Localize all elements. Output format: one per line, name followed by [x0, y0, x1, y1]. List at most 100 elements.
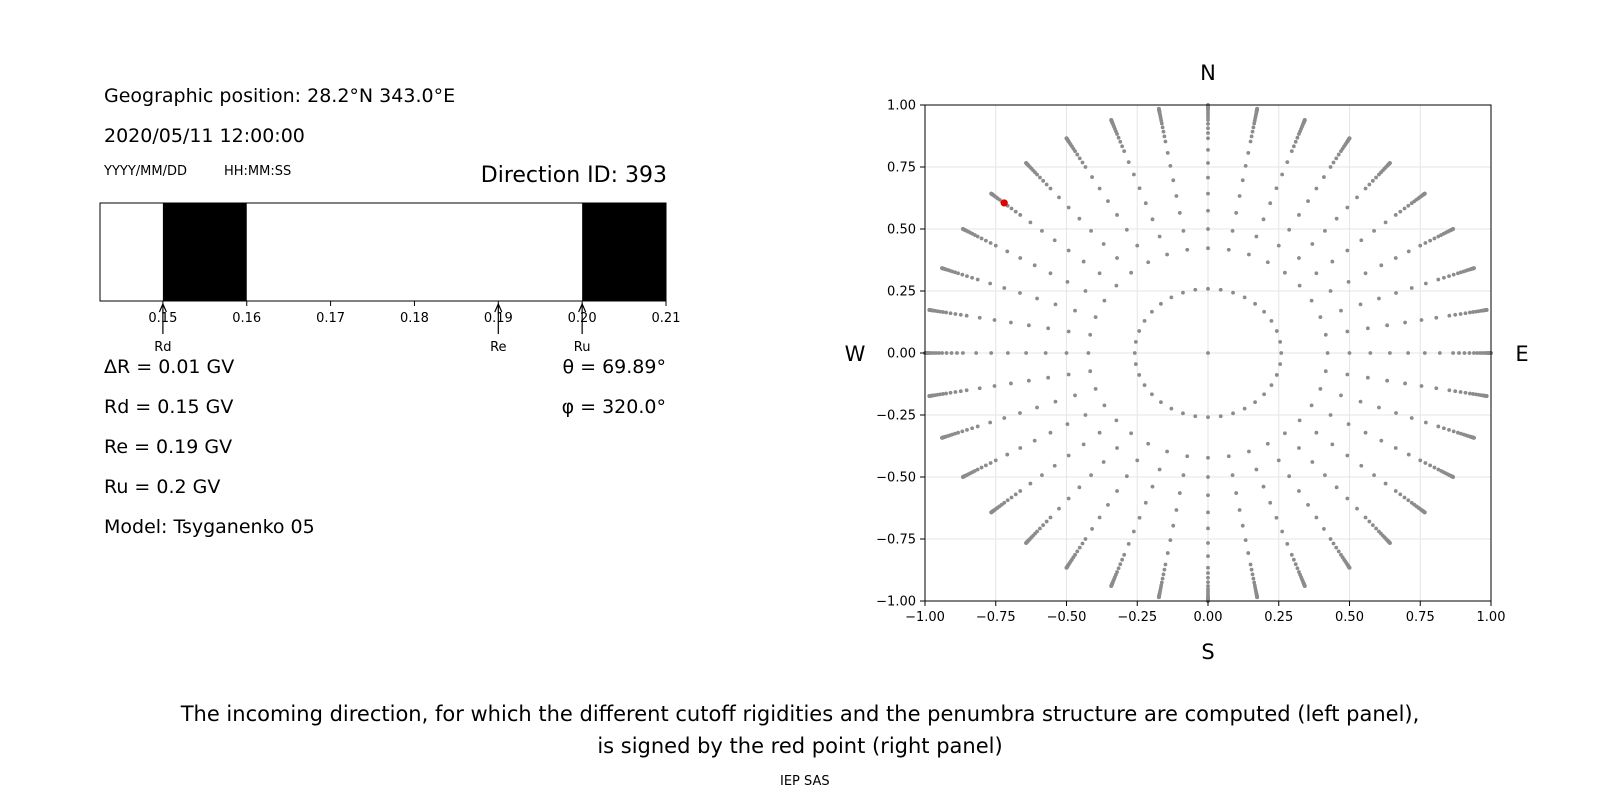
delta-r-value: ΔR = 0.01 GV — [104, 356, 235, 378]
direction-point — [1398, 209, 1403, 214]
direction-point — [948, 390, 953, 395]
direction-point — [1181, 228, 1186, 233]
direction-point — [927, 394, 932, 398]
direction-point — [1106, 199, 1110, 204]
direction-point — [1206, 136, 1210, 141]
direction-point — [1165, 551, 1170, 555]
direction-point — [1169, 406, 1174, 411]
direction-point — [927, 308, 932, 312]
marker-arrowhead — [158, 302, 167, 313]
direction-point — [1322, 175, 1326, 179]
rd-value: Rd = 0.15 GV — [104, 396, 234, 418]
direction-point — [1159, 301, 1163, 306]
direction-point — [1285, 160, 1290, 165]
direction-point — [1441, 426, 1446, 431]
direction-point — [1083, 289, 1088, 293]
direction-point — [1131, 529, 1136, 534]
direction-point — [1102, 403, 1107, 408]
direction-point — [1402, 495, 1407, 500]
direction-point — [960, 272, 965, 277]
direction-point — [1314, 186, 1319, 191]
direction-point — [1129, 270, 1134, 275]
direction-point — [1226, 247, 1231, 252]
direction-point — [1363, 271, 1368, 276]
direction-point — [1230, 228, 1235, 233]
direction-point — [1422, 351, 1427, 355]
direction-point — [1423, 461, 1428, 465]
direction-point — [1289, 552, 1294, 557]
direction-point — [1168, 164, 1173, 168]
direction-point — [1124, 227, 1129, 232]
direction-point — [1066, 453, 1071, 458]
direction-point — [1269, 319, 1274, 323]
direction-point — [1287, 227, 1292, 232]
direction-point — [1206, 227, 1210, 231]
direction-point — [1467, 391, 1472, 396]
model-label: Model: Tsyganenko 05 — [104, 516, 315, 538]
y-tick-label: −0.75 — [876, 533, 916, 548]
direction-point — [1129, 431, 1134, 436]
direction-point — [1293, 139, 1298, 144]
direction-point — [1419, 318, 1424, 322]
direction-point — [1146, 441, 1151, 446]
direction-point — [1206, 526, 1210, 531]
y-tick-label: −1.00 — [876, 595, 916, 610]
direction-point — [1077, 545, 1082, 550]
direction-point — [1297, 446, 1301, 450]
direction-point — [1402, 206, 1407, 211]
compass-east: E — [1515, 342, 1528, 366]
direction-point — [1156, 106, 1161, 111]
direction-point — [1265, 441, 1270, 446]
direction-point — [1372, 228, 1376, 233]
direction-point — [944, 310, 949, 315]
direction-point — [1302, 118, 1307, 122]
direction-point — [1026, 378, 1031, 383]
direction-point — [1206, 126, 1210, 131]
direction-point — [1088, 332, 1093, 337]
direction-point — [1073, 308, 1077, 313]
direction-point — [1088, 369, 1093, 374]
direction-point — [1268, 201, 1273, 206]
selected-direction-point — [1000, 199, 1008, 207]
direction-point — [1150, 484, 1155, 489]
direction-point — [1143, 500, 1148, 505]
direction-point — [1206, 118, 1210, 122]
direction-point — [1206, 208, 1210, 213]
direction-point — [1120, 144, 1125, 149]
direction-point — [1005, 498, 1010, 503]
x-tick-label: −1.00 — [905, 610, 945, 625]
direction-point — [1171, 523, 1176, 528]
direction-point — [944, 391, 949, 396]
direction-point — [1261, 484, 1266, 489]
direction-point — [1310, 460, 1315, 464]
direction-point — [1423, 281, 1428, 286]
direction-point — [1359, 463, 1364, 468]
direction-point — [1372, 473, 1376, 478]
direction-point — [1174, 194, 1179, 198]
direction-point — [1471, 310, 1475, 314]
direction-point — [1455, 430, 1460, 435]
direction-point — [1048, 515, 1053, 520]
direction-point — [975, 277, 980, 282]
x-tick-label: −0.75 — [976, 610, 1016, 625]
direction-point — [1135, 458, 1140, 463]
direction-point — [1419, 384, 1424, 388]
direction-point — [1097, 515, 1102, 520]
direction-point — [1243, 164, 1248, 168]
direction-point — [1262, 309, 1267, 314]
direction-point — [1379, 438, 1384, 443]
direction-point — [1383, 220, 1388, 225]
direction-point — [1280, 172, 1285, 177]
direction-point — [1044, 519, 1049, 524]
direction-point — [1009, 206, 1014, 211]
direction-point — [1393, 489, 1398, 493]
direction-point — [1297, 283, 1302, 288]
direction-point — [1242, 295, 1247, 300]
direction-point — [1306, 199, 1310, 204]
direction-point — [1248, 139, 1253, 144]
direction-point — [1240, 523, 1245, 528]
direction-point — [1403, 320, 1407, 325]
direction-point — [1115, 446, 1119, 450]
direction-point — [1265, 260, 1270, 265]
direction-point — [1057, 506, 1061, 511]
